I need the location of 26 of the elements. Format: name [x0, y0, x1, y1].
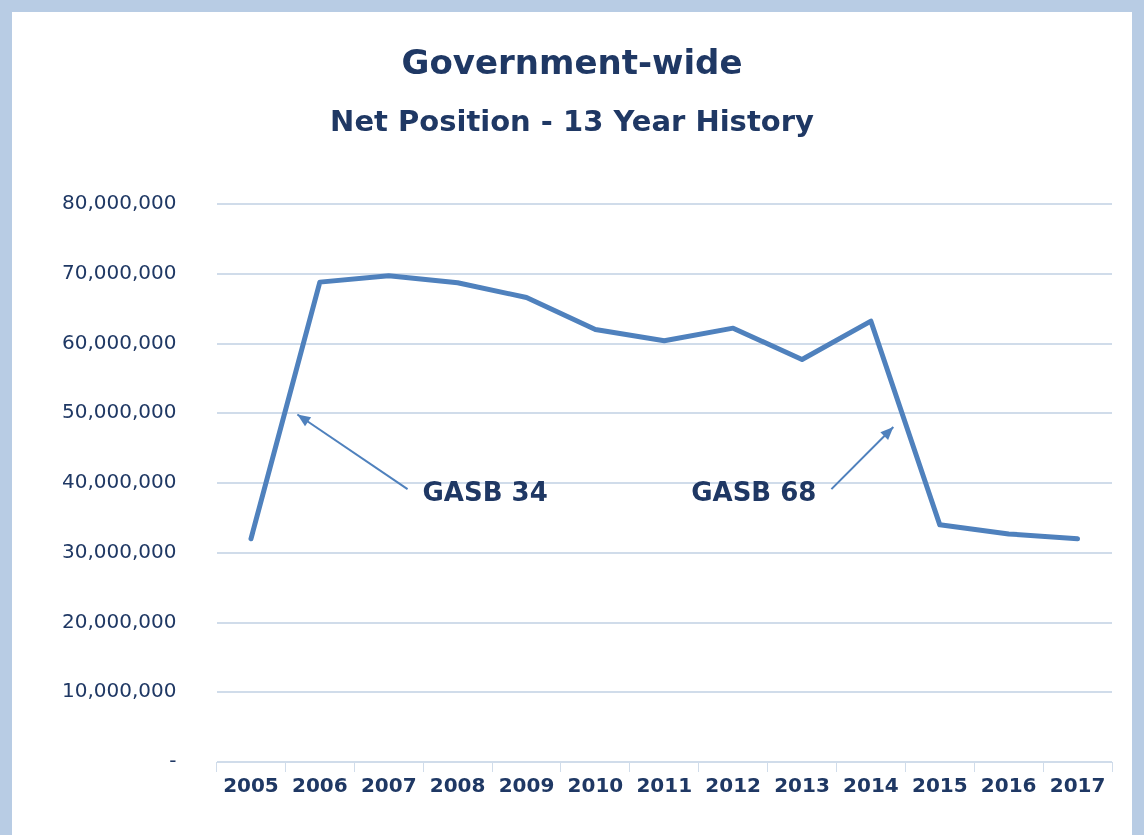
- x-tick-label: 2014: [843, 773, 899, 798]
- x-tick-label: 2006: [292, 773, 348, 798]
- x-tick-label: 2010: [567, 773, 624, 798]
- annotation: GASB 34: [422, 476, 548, 507]
- chart-subtitle: Net Position - 13 Year History: [329, 104, 815, 138]
- annotation: GASB 68: [691, 476, 817, 507]
- x-tick-label: 2016: [980, 773, 1037, 798]
- x-tick-label: 2007: [360, 773, 417, 798]
- x-tick-label: 2012: [705, 773, 761, 798]
- y-tick-label: -: [169, 748, 177, 773]
- y-tick-label: 60,000,000: [62, 329, 177, 354]
- y-tick-label: 80,000,000: [62, 190, 177, 215]
- x-tick-label: 2013: [774, 773, 830, 798]
- x-tick-label: 2005: [223, 773, 279, 798]
- x-tick-label: 2011: [636, 773, 693, 798]
- y-tick-label: 10,000,000: [62, 678, 177, 703]
- chart-title: Government-wide: [400, 42, 744, 82]
- x-tick-label: 2009: [498, 773, 555, 798]
- x-tick-label: 2015: [911, 773, 968, 798]
- y-tick-label: 50,000,000: [62, 399, 177, 424]
- x-tick-label: 2008: [429, 773, 486, 798]
- y-tick-label: 40,000,000: [62, 469, 177, 494]
- y-tick-label: 20,000,000: [62, 608, 177, 633]
- y-tick-label: 30,000,000: [62, 538, 177, 563]
- y-tick-label: 70,000,000: [62, 259, 177, 284]
- x-tick-label: 2017: [1049, 773, 1106, 798]
